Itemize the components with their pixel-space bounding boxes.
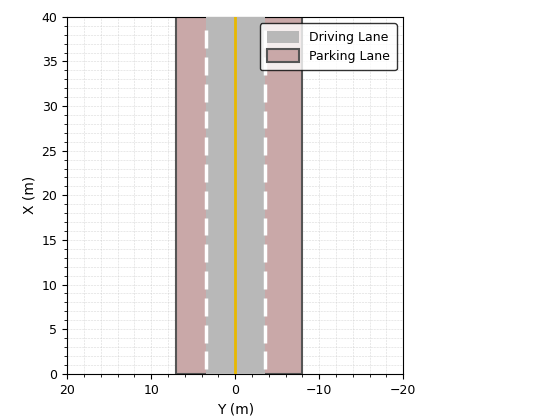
X-axis label: Y (m): Y (m)	[217, 402, 254, 416]
Bar	[206, 17, 264, 374]
Bar	[176, 17, 302, 374]
Y-axis label: X (m): X (m)	[22, 176, 36, 215]
Legend: Driving Lane, Parking Lane: Driving Lane, Parking Lane	[260, 23, 397, 70]
